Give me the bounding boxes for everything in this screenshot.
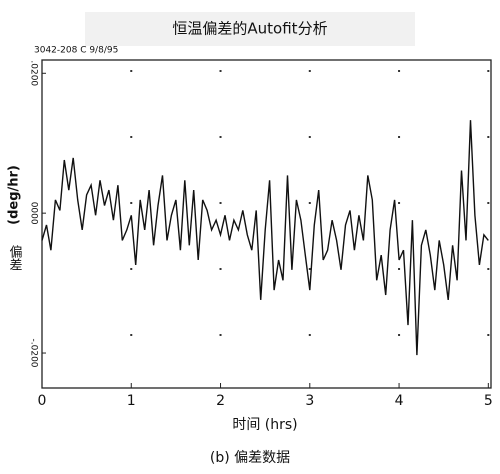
plot-frame — [41, 59, 492, 389]
chart-subtitle: 3042-208 C 9/8/95 — [34, 46, 118, 56]
chart-title: 恒温偏差的Autofit分析 — [172, 20, 327, 38]
caption: (b) 偏差数据 — [210, 450, 290, 466]
x-tick-label: 0 — [38, 393, 47, 409]
title-band — [85, 12, 415, 46]
y-tick-label: 0000 — [29, 202, 39, 225]
x-tick-label: 4 — [395, 393, 404, 409]
x-tick-label: 5 — [484, 393, 493, 409]
y-tick-label: -.0200 — [29, 339, 39, 368]
x-axis-label: 时间 (hrs) — [232, 417, 297, 433]
y-axis-label-cn: 偏差 — [7, 245, 23, 271]
y-tick-label: .0200 — [29, 60, 39, 86]
y-axis-label: (deg/hr) — [7, 165, 22, 225]
x-tick-label: 1 — [127, 393, 136, 409]
data-line — [41, 120, 489, 356]
x-tick-label: 2 — [216, 393, 225, 409]
x-tick-label: 3 — [305, 393, 314, 409]
